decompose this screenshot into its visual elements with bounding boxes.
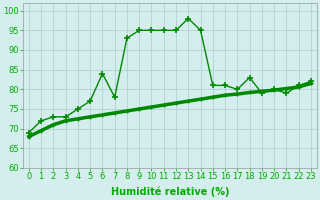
X-axis label: Humidité relative (%): Humidité relative (%) <box>111 187 229 197</box>
